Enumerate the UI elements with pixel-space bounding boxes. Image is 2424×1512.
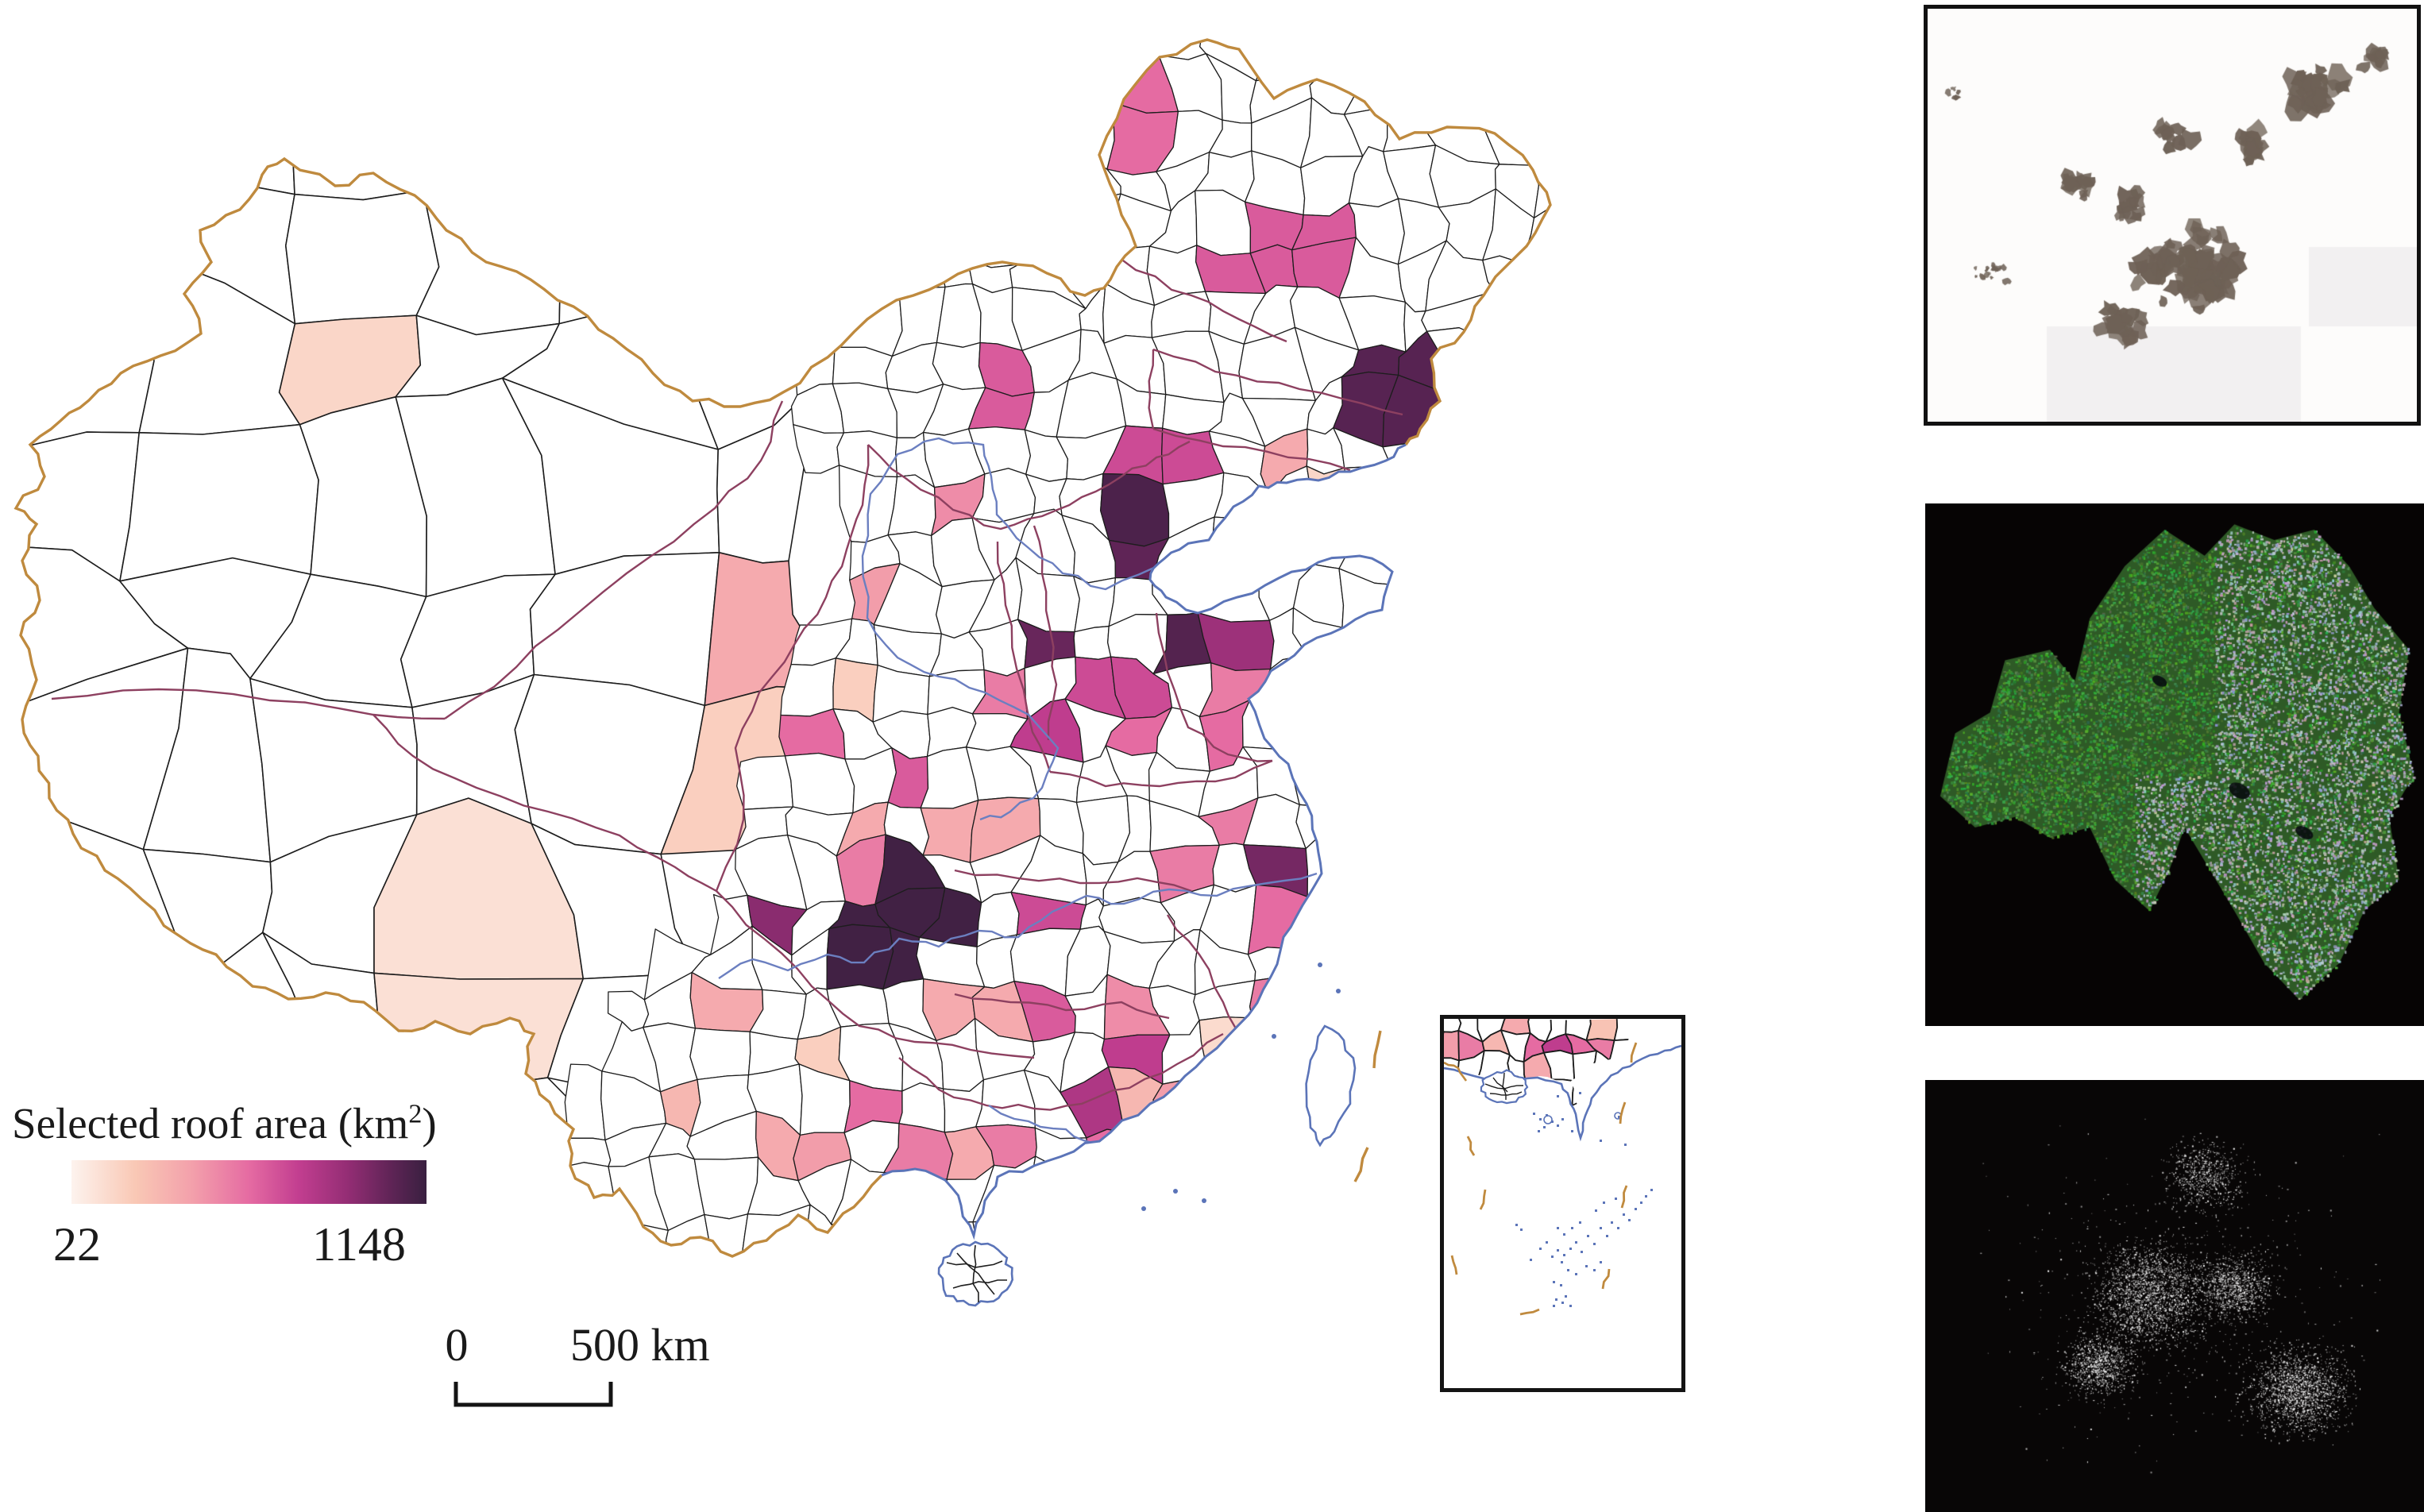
selected-samples-image	[1928, 9, 2417, 422]
china-choropleth-map	[14, 38, 1552, 1307]
legend-title-superscript: 2	[408, 1099, 423, 1129]
scalebar-bracket	[454, 1382, 613, 1407]
legend: Selected roof area (km2) 22 1148	[12, 1098, 568, 1271]
south-china-sea-inset-map	[1440, 1015, 1685, 1392]
inset-map-canvas	[1444, 1019, 1681, 1316]
satellite-image-panel	[1925, 503, 2424, 1026]
legend-max-value: 1148	[312, 1218, 406, 1271]
legend-title: Selected roof area (km2)	[12, 1099, 437, 1148]
selected-samples-panel	[1924, 5, 2421, 426]
satellite-county-image	[1925, 503, 2424, 1026]
scalebar-zero-label: 0	[445, 1319, 469, 1371]
scalebar-distance-label: 500 km	[570, 1319, 710, 1371]
roof-mask-panel	[1925, 1080, 2424, 1512]
extracted-roof-mask-image	[1925, 1080, 2424, 1512]
legend-colorbar	[71, 1160, 427, 1204]
legend-min-value: 22	[53, 1218, 101, 1271]
